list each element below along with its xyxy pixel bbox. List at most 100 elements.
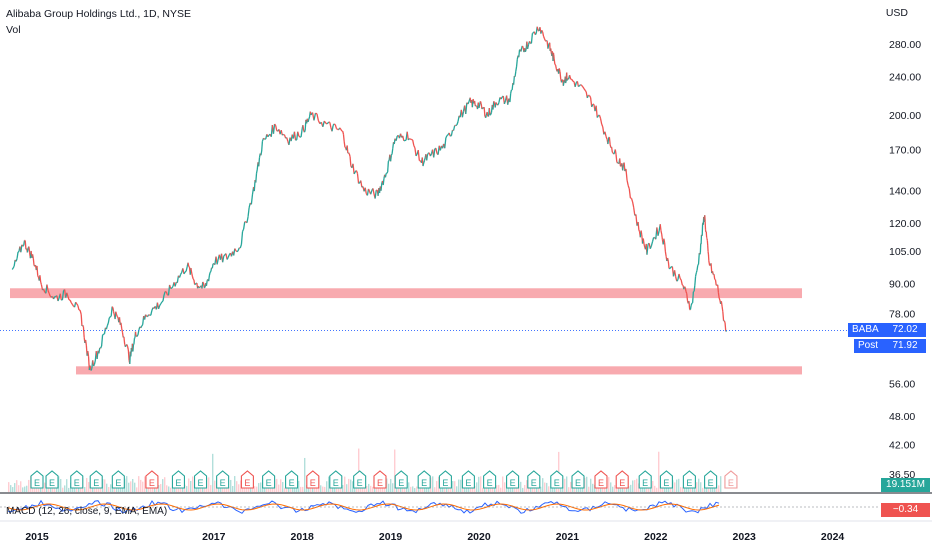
price-candle	[283, 133, 285, 136]
earnings-marker-letter: E	[115, 478, 121, 488]
price-candle	[633, 207, 636, 216]
earnings-marker-letter: E	[198, 478, 204, 488]
price-candle	[717, 284, 720, 293]
earnings-marker-letter: E	[377, 478, 383, 488]
volume-bar	[600, 486, 602, 492]
volume-bar	[190, 480, 192, 492]
price-candle	[297, 131, 300, 137]
earnings-marker: E	[438, 470, 452, 489]
price-candle	[503, 100, 507, 105]
volume-bar	[634, 480, 636, 492]
price-candle	[126, 344, 129, 347]
price-candle	[693, 285, 696, 292]
earnings-marker-letter: E	[220, 478, 226, 488]
volume-bar	[78, 486, 80, 492]
price-candle	[643, 243, 646, 248]
volume-bar	[138, 476, 140, 492]
volume-bar	[290, 485, 292, 492]
price-candle	[307, 119, 310, 123]
volume-bar	[504, 482, 506, 492]
earnings-marker-shape	[45, 470, 59, 489]
price-candle	[582, 86, 585, 89]
volume-bar	[214, 480, 216, 492]
price-candle	[691, 291, 695, 303]
volume-bar	[570, 481, 572, 492]
x-tick-label: 2017	[202, 531, 226, 543]
volume-bar	[162, 479, 164, 492]
price-candle	[374, 190, 377, 199]
volume-bar	[342, 485, 344, 492]
volume-bar	[412, 486, 414, 492]
price-candle	[75, 301, 78, 305]
volume-bar	[224, 487, 226, 492]
price-candle	[461, 111, 465, 118]
earnings-marker-letter: E	[149, 478, 155, 488]
price-candle	[409, 138, 411, 140]
volume-bar	[60, 479, 62, 492]
volume-bar	[104, 479, 106, 492]
price-candle	[384, 173, 387, 178]
volume-bar	[414, 487, 416, 492]
volume-bar	[312, 486, 314, 492]
volume-bar	[482, 487, 484, 492]
price-candle	[140, 325, 143, 329]
price-candle	[614, 149, 617, 155]
volume-bar	[680, 487, 682, 492]
price-candle	[497, 102, 500, 106]
price-candle	[237, 247, 240, 252]
price-candle	[576, 81, 580, 87]
y-tick-label: 90.00	[889, 279, 915, 291]
volume-bar	[304, 457, 306, 492]
volume-bar	[562, 487, 564, 492]
volume-bar	[416, 486, 418, 492]
price-candle	[581, 85, 584, 88]
price-candle	[326, 121, 330, 125]
price-candle	[59, 293, 62, 301]
volume-bar	[8, 482, 10, 492]
price-candle	[429, 153, 433, 157]
price-candle	[163, 291, 166, 296]
price-candle	[718, 297, 721, 301]
volume-bar	[438, 476, 440, 492]
price-candle	[414, 147, 417, 156]
earnings-marker: E	[70, 470, 84, 489]
volume-bar	[116, 486, 118, 492]
price-candle	[616, 161, 619, 164]
price-candle	[115, 314, 118, 317]
macd-label: MACD (12, 26, close, 9, EMA, EMA)	[6, 506, 168, 517]
volume-bar	[548, 486, 550, 492]
price-candle	[84, 339, 88, 346]
volume-bar	[394, 449, 396, 492]
volume-bar	[694, 485, 696, 492]
price-candle	[417, 150, 420, 161]
volume-bar	[372, 486, 374, 492]
price-candle	[316, 113, 320, 121]
volume-bar	[14, 483, 16, 492]
earnings-marker: E	[306, 470, 320, 489]
earnings-marker: E	[353, 470, 367, 489]
price-candle	[628, 188, 632, 199]
price-candle	[121, 328, 124, 333]
earnings-marker: E	[193, 470, 208, 489]
price-candle	[300, 128, 303, 137]
price-candle	[132, 343, 135, 346]
price-candle	[20, 244, 23, 253]
volume-bar	[252, 486, 254, 492]
price-candle	[39, 275, 42, 283]
volume-bar	[392, 483, 394, 492]
earnings-marker-letter: E	[465, 478, 471, 488]
price-candle	[695, 270, 698, 274]
post-price-tag: 71.92	[884, 339, 926, 353]
earnings-marker-letter: E	[93, 478, 99, 488]
price-candle	[568, 74, 572, 80]
volume-bar	[700, 482, 702, 492]
price-candle	[205, 280, 208, 286]
volume-bar	[676, 479, 678, 492]
volume-bar	[234, 476, 236, 492]
volume-bar	[612, 486, 614, 492]
earnings-marker-letter: E	[357, 478, 363, 488]
price-candle	[534, 33, 537, 36]
volume-bar	[254, 486, 256, 492]
price-candle	[123, 336, 126, 345]
